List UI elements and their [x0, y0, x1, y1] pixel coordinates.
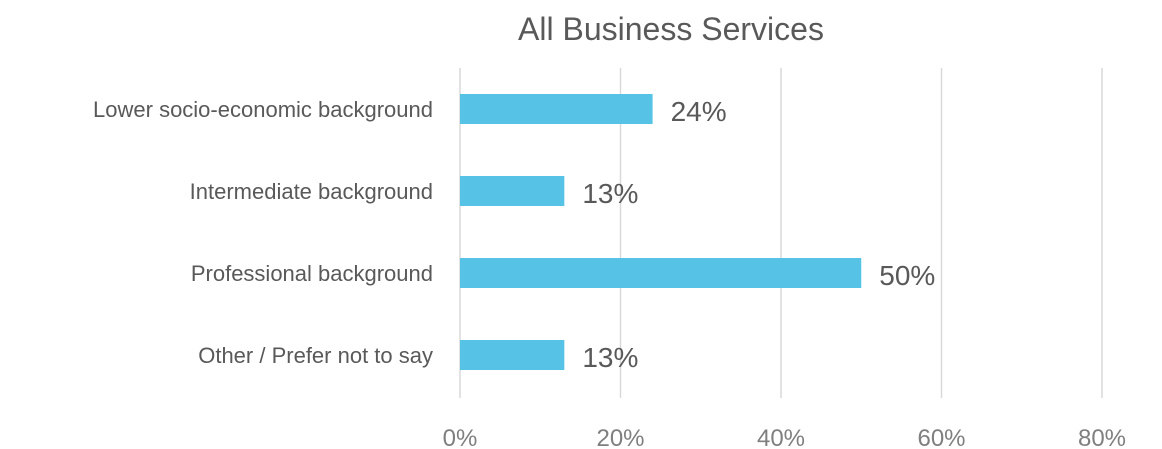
data-label-3: 13% [582, 342, 638, 373]
category-label-0: Lower socio-economic background [93, 97, 433, 122]
chart-title: All Business Services [518, 11, 824, 47]
category-label-2: Professional background [191, 261, 433, 286]
category-labels: Lower socio-economic background Intermedi… [93, 97, 433, 368]
x-tick-label-1: 20% [596, 425, 644, 449]
data-label-2: 50% [879, 260, 935, 291]
category-label-1: Intermediate background [190, 179, 433, 204]
bar-0 [460, 94, 653, 124]
bar-3 [460, 340, 565, 370]
bars [460, 94, 862, 370]
x-axis-tick-labels: 0% 20% 40% 60% 80% [443, 425, 1126, 449]
category-label-3: Other / Prefer not to say [198, 343, 433, 368]
x-tick-label-4: 80% [1078, 425, 1126, 449]
x-tick-label-0: 0% [443, 425, 478, 449]
data-label-1: 13% [582, 178, 638, 209]
bar-1 [460, 176, 565, 206]
data-label-0: 24% [671, 96, 727, 127]
bar-2 [460, 258, 862, 288]
data-labels: 24% 13% 50% 13% [582, 96, 935, 373]
x-tick-label-3: 60% [917, 425, 965, 449]
x-tick-label-2: 40% [757, 425, 805, 449]
